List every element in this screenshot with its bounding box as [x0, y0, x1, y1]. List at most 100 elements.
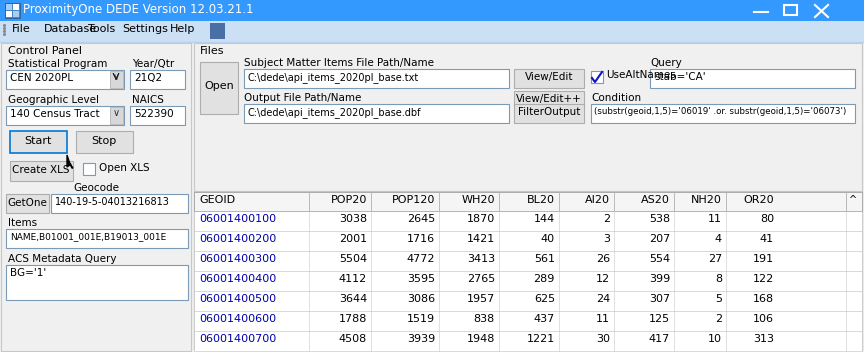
Text: 30: 30: [596, 334, 610, 344]
Text: 1519: 1519: [407, 314, 435, 324]
Text: 140-19-5-04013216813: 140-19-5-04013216813: [55, 197, 170, 207]
Bar: [6, 229, 188, 248]
Text: UseAltNames: UseAltNames: [606, 70, 676, 80]
Text: OR20: OR20: [743, 195, 774, 205]
Text: 3939: 3939: [407, 334, 435, 344]
Bar: [10, 161, 73, 181]
Text: Create XLS: Create XLS: [12, 165, 70, 175]
Text: 2765: 2765: [467, 274, 495, 284]
Text: 11: 11: [708, 214, 722, 224]
Text: 122: 122: [753, 274, 774, 284]
Text: 41: 41: [759, 234, 774, 244]
Text: 06001400300: 06001400300: [199, 254, 276, 264]
Bar: [210, 23, 225, 39]
Text: 06001400100: 06001400100: [199, 214, 276, 224]
Text: 313: 313: [753, 334, 774, 344]
Text: stab='CA': stab='CA': [654, 72, 706, 82]
Text: NH20: NH20: [691, 195, 722, 205]
Text: 1957: 1957: [467, 294, 495, 304]
Bar: [514, 104, 584, 123]
Text: 168: 168: [753, 294, 774, 304]
Bar: [194, 251, 862, 271]
Text: 06001400700: 06001400700: [199, 334, 276, 344]
Text: AS20: AS20: [641, 195, 670, 205]
Text: 289: 289: [534, 274, 555, 284]
Text: 106: 106: [753, 314, 774, 324]
Text: 3038: 3038: [339, 214, 367, 224]
Bar: [6, 70, 124, 89]
Text: 437: 437: [534, 314, 555, 324]
Bar: [6, 4, 12, 10]
Text: Query: Query: [650, 58, 682, 68]
Text: 3595: 3595: [407, 274, 435, 284]
Text: 8: 8: [715, 274, 722, 284]
Bar: [130, 106, 185, 125]
Bar: [194, 192, 862, 211]
Bar: [194, 271, 862, 291]
Text: 5504: 5504: [339, 254, 367, 264]
Bar: [0, 0, 864, 21]
Text: 207: 207: [649, 234, 670, 244]
Text: Settings: Settings: [122, 24, 168, 34]
Text: 06001400500: 06001400500: [199, 294, 276, 304]
Text: POP20: POP20: [331, 195, 367, 205]
Bar: [76, 131, 133, 153]
Text: ^: ^: [849, 195, 857, 205]
Bar: [0, 21, 864, 42]
Text: 1870: 1870: [467, 214, 495, 224]
Bar: [110, 107, 123, 124]
Bar: [6, 265, 188, 300]
Text: FilterOutput: FilterOutput: [518, 107, 581, 117]
Text: File: File: [12, 24, 31, 34]
Text: Statistical Program: Statistical Program: [8, 59, 107, 69]
Text: 838: 838: [473, 314, 495, 324]
Bar: [194, 43, 862, 191]
Bar: [650, 69, 855, 88]
Bar: [110, 71, 123, 88]
Bar: [244, 69, 509, 88]
Bar: [244, 104, 509, 123]
Text: 140 Census Tract: 140 Census Tract: [10, 109, 99, 119]
Text: BG='1': BG='1': [10, 268, 47, 278]
Text: AI20: AI20: [585, 195, 610, 205]
Bar: [784, 5, 797, 15]
Bar: [130, 70, 185, 89]
Text: Geocode: Geocode: [73, 183, 119, 193]
Text: 12: 12: [596, 274, 610, 284]
Bar: [200, 62, 238, 114]
Text: 4772: 4772: [406, 254, 435, 264]
Text: 522390: 522390: [134, 109, 174, 119]
Bar: [0, 42, 193, 352]
Text: 2001: 2001: [339, 234, 367, 244]
Bar: [193, 42, 864, 352]
Text: 191: 191: [753, 254, 774, 264]
Text: POP120: POP120: [391, 195, 435, 205]
Text: Database: Database: [44, 24, 97, 34]
Text: 24: 24: [596, 294, 610, 304]
Text: GEOID: GEOID: [199, 195, 235, 205]
Text: 1421: 1421: [467, 234, 495, 244]
Text: 1716: 1716: [407, 234, 435, 244]
Text: 3413: 3413: [467, 254, 495, 264]
Bar: [514, 91, 584, 110]
Text: 2645: 2645: [407, 214, 435, 224]
Text: Control Panel: Control Panel: [8, 46, 82, 56]
Text: 11: 11: [596, 314, 610, 324]
Bar: [6, 106, 124, 125]
Bar: [514, 69, 584, 88]
Text: 2: 2: [715, 314, 722, 324]
Text: ∨: ∨: [113, 108, 120, 118]
Text: 06001400600: 06001400600: [199, 314, 276, 324]
Text: Geographic Level: Geographic Level: [8, 95, 99, 105]
Text: Year/Qtr: Year/Qtr: [132, 59, 175, 69]
Text: 3: 3: [603, 234, 610, 244]
Text: 27: 27: [708, 254, 722, 264]
Text: 4508: 4508: [339, 334, 367, 344]
Text: 1221: 1221: [527, 334, 555, 344]
Bar: [194, 331, 862, 351]
Text: NAME,B01001_001E,B19013_001E: NAME,B01001_001E,B19013_001E: [10, 232, 166, 241]
Bar: [1, 43, 191, 351]
Bar: [778, 1, 806, 19]
Bar: [194, 192, 862, 350]
Bar: [591, 104, 855, 123]
